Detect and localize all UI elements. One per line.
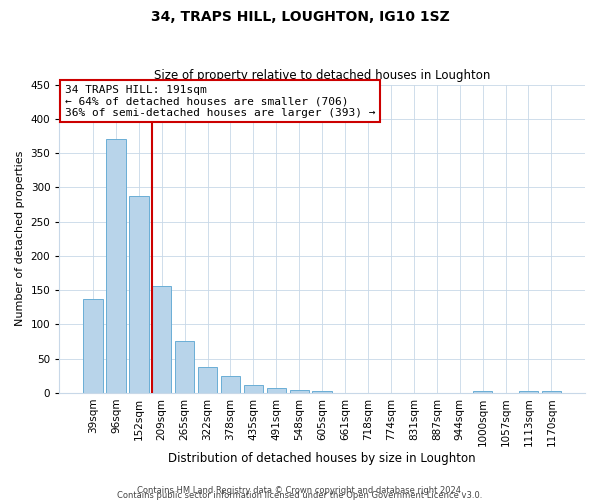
Text: 34, TRAPS HILL, LOUGHTON, IG10 1SZ: 34, TRAPS HILL, LOUGHTON, IG10 1SZ — [151, 10, 449, 24]
Title: Size of property relative to detached houses in Loughton: Size of property relative to detached ho… — [154, 69, 490, 82]
Bar — [473, 392, 493, 393]
Bar — [129, 196, 149, 393]
Bar — [175, 342, 194, 393]
Bar — [152, 286, 172, 393]
Text: Contains public sector information licensed under the Open Government Licence v3: Contains public sector information licen… — [118, 491, 482, 500]
Bar — [244, 386, 263, 393]
Bar — [266, 388, 286, 393]
Text: Contains HM Land Registry data © Crown copyright and database right 2024.: Contains HM Land Registry data © Crown c… — [137, 486, 463, 495]
Bar — [221, 376, 240, 393]
Bar — [290, 390, 309, 393]
Bar — [542, 392, 561, 393]
Bar — [83, 299, 103, 393]
Bar — [519, 392, 538, 393]
Bar — [198, 367, 217, 393]
Text: 34 TRAPS HILL: 191sqm
← 64% of detached houses are smaller (706)
36% of semi-det: 34 TRAPS HILL: 191sqm ← 64% of detached … — [65, 84, 375, 118]
Y-axis label: Number of detached properties: Number of detached properties — [15, 151, 25, 326]
Bar — [106, 140, 125, 393]
Bar — [313, 392, 332, 393]
X-axis label: Distribution of detached houses by size in Loughton: Distribution of detached houses by size … — [169, 452, 476, 465]
